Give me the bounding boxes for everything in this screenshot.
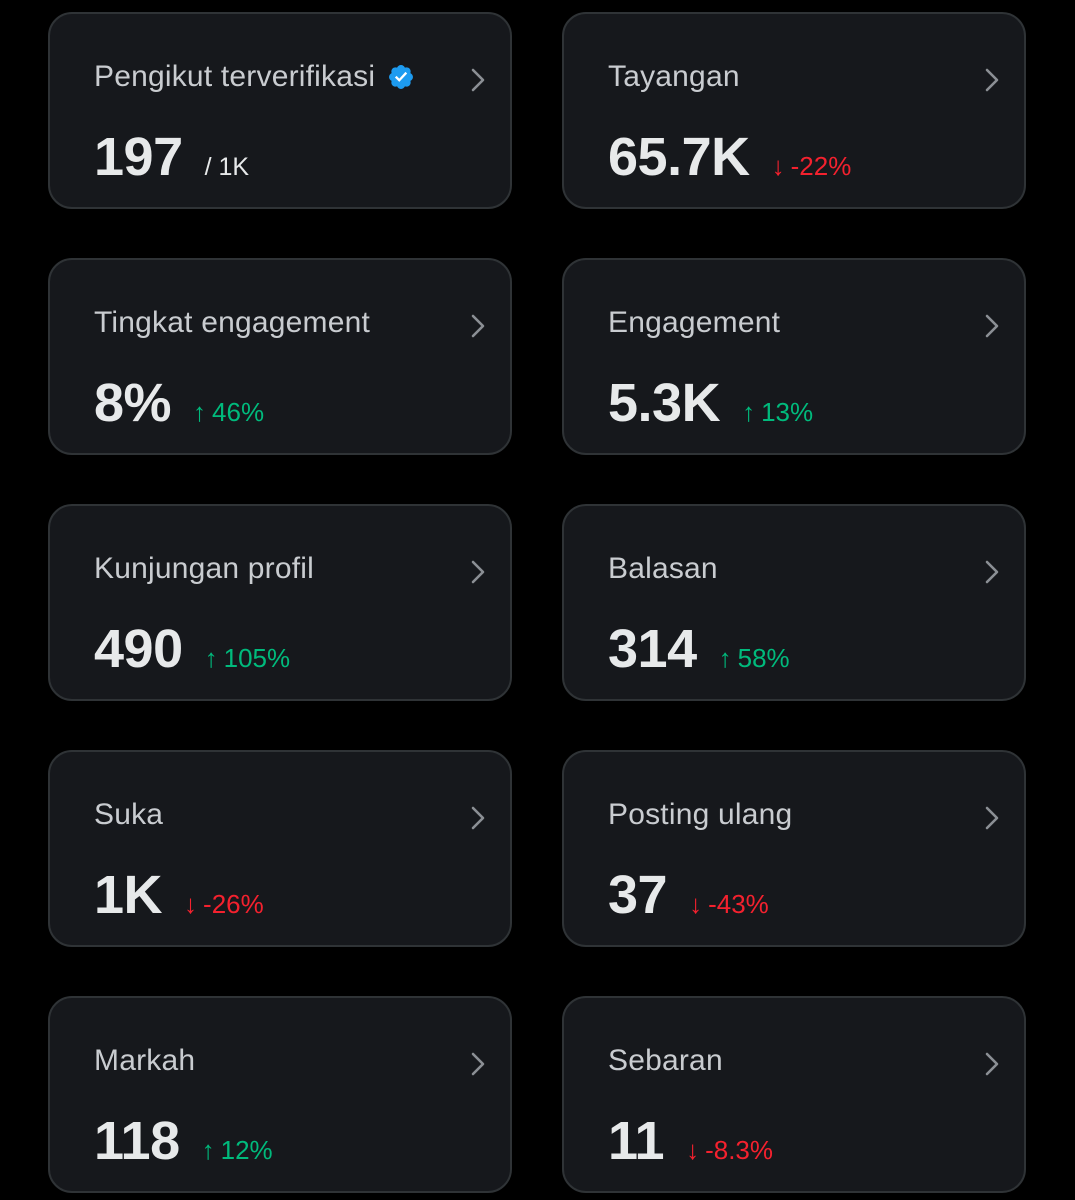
metric-value: 37 xyxy=(608,865,668,925)
card-title: Kunjungan profil xyxy=(94,552,315,585)
card-title-row: Pengikut terverifikasi xyxy=(94,60,415,94)
chevron-right-icon xyxy=(985,314,999,338)
card-title-row: Kunjungan profil xyxy=(94,552,314,586)
change-percent: -26% xyxy=(203,889,264,919)
verified-badge-icon xyxy=(389,65,414,89)
arrow-up-icon: ↑ xyxy=(201,1135,215,1165)
metric-value: 314 xyxy=(608,619,697,679)
card-title-row: Engagement xyxy=(608,306,780,340)
change-percent: -43% xyxy=(708,889,769,919)
chevron-right-icon xyxy=(985,560,999,584)
metric-row: 314 ↑ 58% xyxy=(608,618,790,680)
metric-goal: / 1K xyxy=(204,153,250,181)
card-title: Sebaran xyxy=(608,1044,723,1077)
card-balasan[interactable]: Balasan 314 ↑ 58% xyxy=(562,504,1026,701)
change-indicator: ↓ -26% xyxy=(184,889,264,920)
change-indicator: ↑ 13% xyxy=(742,397,813,428)
metric-row: 11 ↓ -8.3% xyxy=(608,1110,773,1172)
arrow-down-icon: ↓ xyxy=(184,889,198,919)
card-title: Suka xyxy=(94,798,164,831)
change-indicator: ↑ 105% xyxy=(205,643,291,674)
arrow-down-icon: ↓ xyxy=(689,889,703,919)
card-title: Pengikut terverifikasi xyxy=(94,60,376,93)
metric-value: 1K xyxy=(94,865,163,925)
metric-value: 118 xyxy=(94,1111,180,1171)
card-title-row: Sebaran xyxy=(608,1044,723,1078)
metric-value: 5.3K xyxy=(608,373,721,433)
change-indicator: ↓ -22% xyxy=(772,151,852,182)
chevron-right-icon xyxy=(985,806,999,830)
card-tingkat-engagement[interactable]: Tingkat engagement 8% ↑ 46% xyxy=(48,258,512,455)
metric-row: 8% ↑ 46% xyxy=(94,372,264,434)
metric-value: 11 xyxy=(608,1111,665,1171)
card-title: Posting ulang xyxy=(608,798,793,831)
change-percent: -8.3% xyxy=(705,1135,774,1165)
card-markah[interactable]: Markah 118 ↑ 12% xyxy=(48,996,512,1193)
metric-row: 1K ↓ -26% xyxy=(94,864,264,926)
card-title: Balasan xyxy=(608,552,718,585)
metric-row: 490 ↑ 105% xyxy=(94,618,290,680)
arrow-up-icon: ↑ xyxy=(204,643,218,673)
card-title-row: Balasan xyxy=(608,552,718,586)
metric-row: 65.7K ↓ -22% xyxy=(608,126,851,188)
chevron-right-icon xyxy=(471,314,485,338)
card-title-row: Tingkat engagement xyxy=(94,306,370,340)
card-title-row: Markah xyxy=(94,1044,195,1078)
chevron-right-icon xyxy=(471,1052,485,1076)
card-suka[interactable]: Suka 1K ↓ -26% xyxy=(48,750,512,947)
arrow-down-icon: ↓ xyxy=(771,151,785,181)
card-tayangan[interactable]: Tayangan 65.7K ↓ -22% xyxy=(562,12,1026,209)
change-percent: 105% xyxy=(223,643,291,673)
arrow-up-icon: ↑ xyxy=(193,397,207,427)
arrow-up-icon: ↑ xyxy=(718,643,732,673)
metric-row: 37 ↓ -43% xyxy=(608,864,769,926)
change-indicator: ↑ 12% xyxy=(202,1135,273,1166)
card-pengikut-terverifikasi[interactable]: Pengikut terverifikasi 197 / 1K xyxy=(48,12,512,209)
metric-row: 118 ↑ 12% xyxy=(94,1110,273,1172)
change-percent: -22% xyxy=(790,151,852,181)
card-posting-ulang[interactable]: Posting ulang 37 ↓ -43% xyxy=(562,750,1026,947)
chevron-right-icon xyxy=(471,806,485,830)
metric-value: 65.7K xyxy=(608,127,750,187)
metric-row: 5.3K ↑ 13% xyxy=(608,372,813,434)
card-title: Tingkat engagement xyxy=(94,306,371,339)
card-title: Markah xyxy=(94,1044,196,1077)
change-indicator: ↑ 46% xyxy=(193,397,264,428)
change-indicator: ↓ -43% xyxy=(689,889,769,920)
card-title-row: Posting ulang xyxy=(608,798,792,832)
chevron-right-icon xyxy=(985,1052,999,1076)
card-engagement[interactable]: Engagement 5.3K ↑ 13% xyxy=(562,258,1026,455)
card-title: Tayangan xyxy=(608,60,740,93)
change-percent: 13% xyxy=(761,397,814,427)
change-percent: 46% xyxy=(212,397,265,427)
change-percent: 12% xyxy=(220,1135,273,1165)
metric-value: 490 xyxy=(94,619,183,679)
chevron-right-icon xyxy=(985,68,999,92)
metric-row: 197 / 1K xyxy=(94,126,249,188)
chevron-right-icon xyxy=(471,68,485,92)
card-title-row: Suka xyxy=(94,798,163,832)
card-title-row: Tayangan xyxy=(608,60,740,94)
arrow-up-icon: ↑ xyxy=(742,397,756,427)
arrow-down-icon: ↓ xyxy=(686,1135,700,1165)
change-indicator: ↑ 58% xyxy=(719,643,790,674)
card-sebaran[interactable]: Sebaran 11 ↓ -8.3% xyxy=(562,996,1026,1193)
metric-value: 8% xyxy=(94,373,172,433)
card-kunjungan-profil[interactable]: Kunjungan profil 490 ↑ 105% xyxy=(48,504,512,701)
chevron-right-icon xyxy=(471,560,485,584)
metric-value: 197 xyxy=(94,127,183,187)
change-percent: 58% xyxy=(737,643,790,673)
change-indicator: ↓ -8.3% xyxy=(686,1135,773,1166)
card-title: Engagement xyxy=(608,306,781,339)
